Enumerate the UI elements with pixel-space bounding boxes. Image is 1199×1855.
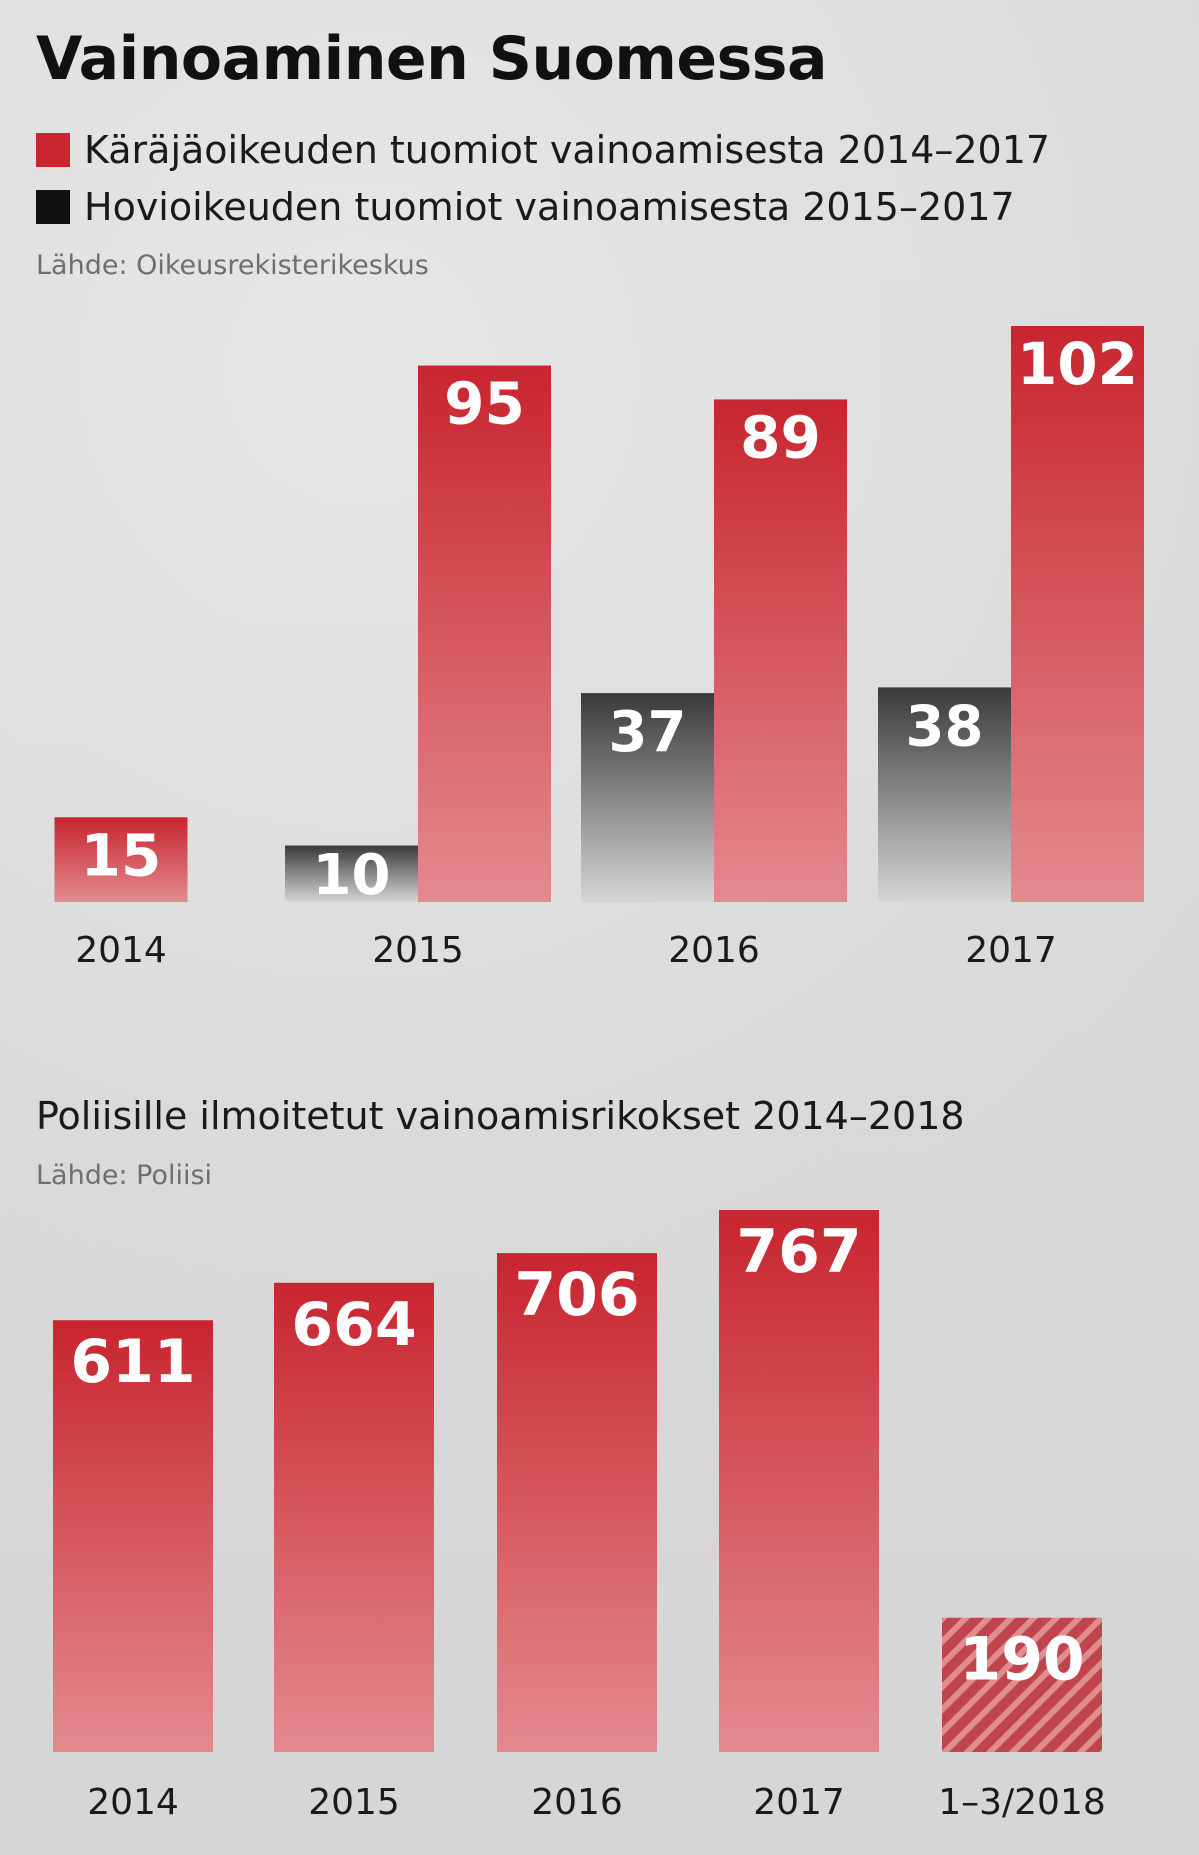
bar-police-2017 (719, 1210, 879, 1752)
bar-court-of-appeal-2016 (581, 693, 714, 902)
bar-value-label: 38 (906, 694, 984, 759)
x-tick-label: 2017 (753, 1782, 845, 1823)
bar-value-label: 611 (70, 1327, 195, 1397)
page-title: Vainoaminen Suomessa (36, 24, 828, 94)
bar-court-of-appeal-2015 (285, 845, 418, 902)
chart2-group: 611 2014 664 2015 706 2016 767 2017 190 1–3/2018 (53, 1210, 1106, 1823)
bar-police-2016 (497, 1253, 657, 1752)
x-tick-label: 2014 (87, 1782, 179, 1823)
x-tick-label: 2016 (531, 1782, 623, 1823)
bar-police-2015 (274, 1282, 434, 1752)
bar-value-label: 102 (1017, 330, 1138, 398)
bar-value-label: 190 (959, 1625, 1084, 1695)
bar-value-label: 37 (609, 700, 687, 765)
legend-item-district-court: Käräjäoikeuden tuomiot vainoamisesta 201… (36, 128, 1050, 172)
legend-item-court-of-appeal: Hovioikeuden tuomiot vainoamisesta 2015–… (36, 185, 1015, 229)
bar-value-label: 10 (313, 843, 391, 908)
bar-district-court-2017 (1011, 326, 1144, 902)
legend-label: Hovioikeuden tuomiot vainoamisesta 2015–… (84, 185, 1015, 229)
bar-value-label: 15 (81, 821, 162, 889)
chart1-group: 15 2014 10 95 2015 37 89 2016 38 102 2017 (54, 326, 1144, 971)
x-tick-label: 2015 (308, 1782, 400, 1823)
bar-value-label: 706 (514, 1260, 639, 1330)
source-note-1: Lähde: Oikeusrekisterikeskus (36, 250, 429, 281)
source-note-2: Lähde: Poliisi (36, 1160, 213, 1191)
chart2-title: Poliisille ilmoitetut vainoamisrikokset … (36, 1094, 965, 1138)
bar-police-2014 (53, 1320, 213, 1752)
legend-swatch-black (36, 190, 70, 224)
x-tick-label: 1–3/2018 (938, 1782, 1106, 1823)
bar-district-court-2014 (54, 817, 188, 902)
bar-district-court-2015 (418, 365, 551, 902)
bar-value-label: 95 (444, 370, 525, 438)
bar-district-court-2016 (714, 399, 847, 902)
bar-value-label: 89 (740, 403, 821, 471)
legend-swatch-red (36, 133, 70, 167)
x-tick-label: 2016 (668, 930, 760, 971)
bar-police-1–3/2018 (942, 1617, 1102, 1752)
bar-court-of-appeal-2017 (878, 687, 1011, 902)
legend-label: Käräjäoikeuden tuomiot vainoamisesta 201… (84, 128, 1051, 172)
x-tick-label: 2015 (372, 930, 464, 971)
bar-value-label: 767 (736, 1217, 861, 1287)
bar-value-label: 664 (291, 1290, 416, 1360)
x-tick-label: 2014 (75, 930, 167, 971)
x-tick-label: 2017 (965, 930, 1057, 971)
